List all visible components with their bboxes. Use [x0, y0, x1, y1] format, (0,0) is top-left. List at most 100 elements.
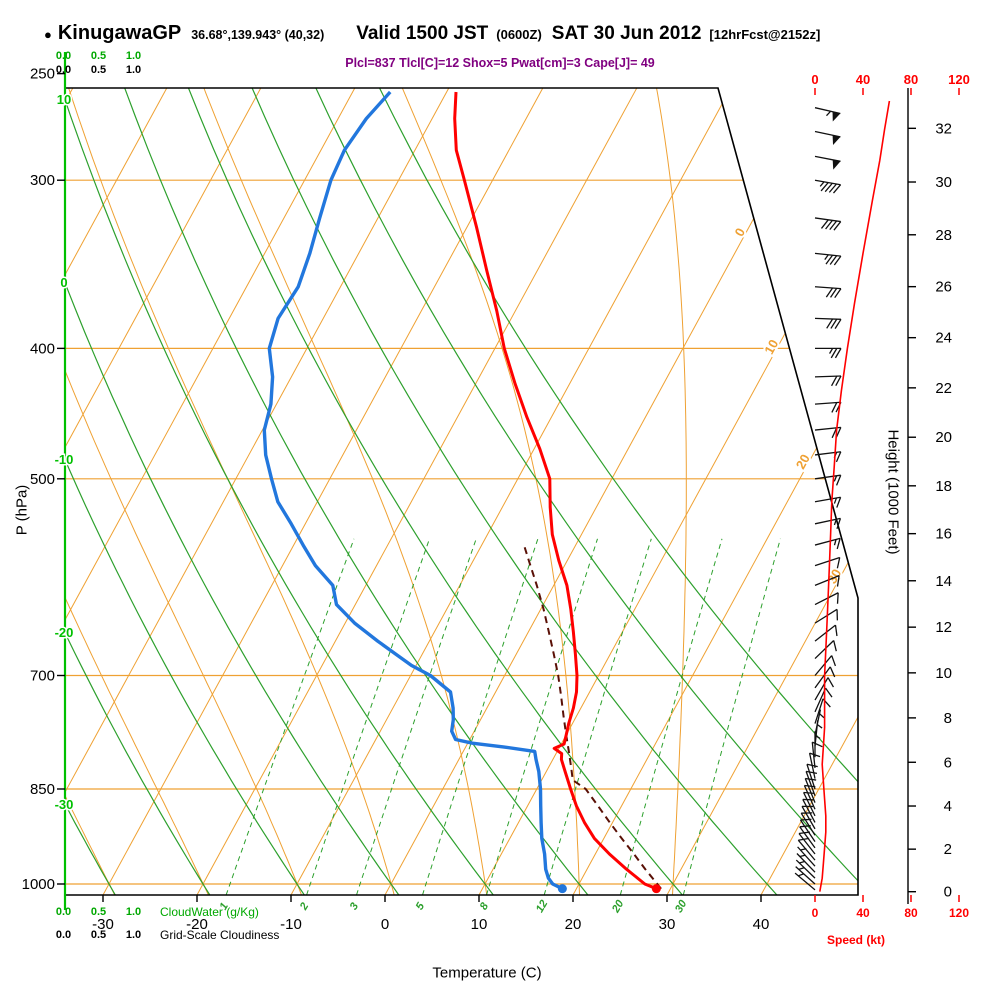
- svg-text:14: 14: [935, 573, 952, 590]
- svg-text:16: 16: [935, 526, 952, 543]
- svg-text:-30: -30: [92, 916, 114, 933]
- svg-text:20: 20: [935, 429, 952, 446]
- svg-text:300: 300: [30, 172, 55, 189]
- cloudiness-axis-label: Grid-Scale Cloudiness: [160, 928, 280, 942]
- plot-frame: [63, 52, 859, 910]
- background-grid: [65, 88, 858, 895]
- valid-time-utc: (0600Z): [496, 27, 542, 42]
- svg-text:850: 850: [30, 781, 55, 798]
- svg-text:26: 26: [935, 279, 952, 296]
- svg-text:20: 20: [609, 897, 626, 915]
- svg-text:40: 40: [856, 72, 870, 87]
- svg-text:30: 30: [824, 566, 844, 586]
- svg-text:700: 700: [30, 668, 55, 685]
- cloudwater-scale-b0: 0.0: [55, 906, 72, 918]
- cloudwater-axis-label: CloudWater (g/Kg): [160, 905, 259, 919]
- svg-text:-30: -30: [55, 797, 74, 812]
- svg-text:0: 0: [944, 884, 952, 901]
- svg-text:120: 120: [949, 906, 969, 920]
- cloudiness-scale-1: 1.0: [125, 64, 142, 76]
- pressure-axis-label: P (hPa): [13, 484, 31, 536]
- dry-adiabat-lines: [65, 88, 858, 895]
- cloudiness-scale-top: 0.0 0.5 1.0: [54, 64, 143, 76]
- svg-text:8: 8: [944, 710, 952, 727]
- svg-text:0: 0: [60, 275, 67, 290]
- svg-text:-20: -20: [55, 625, 74, 640]
- svg-text:-20: -20: [186, 916, 208, 933]
- svg-text:30: 30: [935, 174, 952, 191]
- svg-text:10: 10: [57, 92, 71, 107]
- dewpoint-trace: [262, 90, 564, 891]
- valid-date: SAT 30 Jun 2012: [551, 23, 702, 44]
- svg-text:10: 10: [761, 337, 781, 357]
- temperature-axis: -30 -20 -10 0 10 20 30 40: [92, 895, 769, 933]
- svg-text:28: 28: [935, 227, 952, 244]
- svg-text:12: 12: [935, 619, 952, 636]
- svg-text:0: 0: [381, 916, 389, 933]
- svg-text:40: 40: [753, 916, 770, 933]
- mixing-ratio-lines: [225, 538, 781, 895]
- svg-text:-10: -10: [55, 452, 74, 467]
- cloudiness-scale-b0: 0.0: [55, 929, 72, 941]
- svg-text:4: 4: [944, 798, 952, 815]
- speed-axis-label: Speed (kt): [826, 933, 886, 947]
- wind-speed-trace: [819, 100, 891, 892]
- svg-text:6: 6: [944, 754, 952, 771]
- cloudiness-scale-05: 0.5: [90, 64, 107, 76]
- svg-text:18: 18: [935, 478, 952, 495]
- wind-barbs: [794, 107, 842, 891]
- temperature-trace: [453, 91, 657, 891]
- cloudwater-scale-bottom: 0.0 0.5 1.0: [54, 906, 143, 918]
- station-bullet-icon: ●: [44, 27, 52, 42]
- cloudiness-scale-bottom: 0.0 0.5 1.0: [54, 929, 143, 941]
- cloudiness-scale-b1: 1.0: [125, 929, 142, 941]
- svg-text:500: 500: [30, 471, 55, 488]
- cloudwater-scale-top: 0.0 0.5 1.0: [54, 50, 143, 62]
- indices-row: Plcl=837 Tlcl[C]=12 Shox=5 Pwat[cm]=3 Ca…: [345, 56, 655, 70]
- svg-text:10: 10: [471, 916, 488, 933]
- isotherm-exit-labels: 0 10 20 30: [730, 223, 847, 588]
- svg-text:5: 5: [414, 900, 428, 912]
- cloudwater-scale-05: 0.5: [90, 50, 107, 62]
- svg-text:80: 80: [904, 72, 918, 87]
- station-name: KinugawaGP: [57, 22, 182, 44]
- height-axis-label: Height (1000 Feet): [884, 429, 902, 555]
- svg-text:250: 250: [30, 66, 55, 83]
- svg-text:30: 30: [673, 897, 690, 914]
- svg-text:-10: -10: [280, 916, 302, 933]
- forecast-info: [12hrFcst@2152z]: [709, 27, 821, 42]
- cloudiness-scale-0: 0.0: [55, 64, 72, 76]
- svg-text:1000: 1000: [22, 876, 55, 893]
- svg-text:20: 20: [793, 452, 813, 472]
- valid-time: Valid 1500 JST: [356, 23, 489, 44]
- isotherm-lines: [65, 88, 858, 895]
- cloudwater-scale-b1: 1.0: [125, 906, 142, 918]
- svg-text:40: 40: [856, 906, 870, 920]
- svg-text:32: 32: [935, 120, 952, 137]
- cloudiness-scale-b05: 0.5: [90, 929, 107, 941]
- svg-text:2: 2: [297, 901, 311, 913]
- cloudwater-scale-0: 0.0: [55, 50, 72, 62]
- cloudwater-scale-b05: 0.5: [90, 906, 107, 918]
- moist-adiabat-lines: [65, 88, 687, 895]
- pressure-axis: 250 300 400 500 700 850 1000: [22, 66, 65, 893]
- svg-text:10: 10: [935, 665, 952, 682]
- svg-text:30: 30: [659, 916, 676, 933]
- svg-text:80: 80: [904, 906, 918, 920]
- svg-text:12: 12: [534, 898, 551, 915]
- mixing-ratio-labels: 1 2 3 5 8 12 20 30: [217, 897, 689, 915]
- cloudwater-scale-1: 1.0: [125, 50, 142, 62]
- surface-temperature-dot: [651, 884, 661, 894]
- svg-text:3: 3: [348, 901, 361, 912]
- svg-text:20: 20: [565, 916, 582, 933]
- svg-text:0: 0: [732, 225, 749, 239]
- svg-text:0: 0: [811, 72, 818, 87]
- chart-header: ● KinugawaGP 36.68°,139.943° (40,32) Val…: [44, 22, 820, 45]
- svg-text:24: 24: [935, 330, 952, 347]
- temperature-axis-label: Temperature (C): [432, 964, 542, 982]
- svg-text:22: 22: [935, 380, 952, 397]
